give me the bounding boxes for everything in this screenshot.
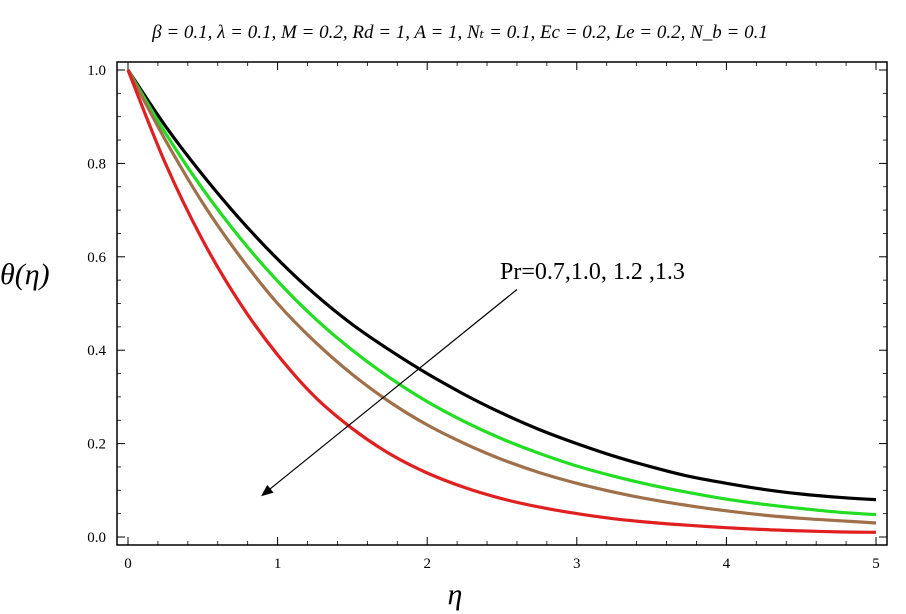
- chart-title: β = 0.1, λ = 0.1, M = 0.2, Rd = 1, A = 1…: [151, 22, 768, 43]
- plot-frame: [116, 61, 888, 546]
- series-line-3: [126, 69, 877, 525]
- y-tick-label: 1.0: [87, 63, 106, 79]
- tick-layer: 0 1 2 3 4 5 0.0 0.2 0.4 0.6 0.8 1.0: [87, 62, 887, 572]
- x-tick-label: 5: [872, 556, 880, 572]
- series-layer: [126, 69, 877, 534]
- y-tick-label: 0.0: [87, 530, 106, 546]
- series-line-4: [126, 69, 877, 534]
- series-line-2: [126, 69, 877, 517]
- y-axis-label: θ(η): [0, 258, 50, 291]
- x-tick-label: 2: [423, 556, 431, 572]
- y-tick-label: 0.6: [87, 250, 106, 266]
- x-tick-label: 0: [124, 556, 132, 572]
- x-tick-label: 4: [723, 556, 731, 572]
- x-tick-label: 1: [274, 556, 282, 572]
- y-tick-label: 0.2: [87, 437, 106, 453]
- x-tick-label: 3: [573, 556, 581, 572]
- annotation-layer: Pr=0.7,1.0, 1.2 ,1.3: [261, 259, 685, 497]
- series-line-1: [126, 69, 877, 502]
- y-tick-label: 0.4: [87, 343, 106, 359]
- x-axis-label: η: [448, 578, 463, 611]
- y-tick-label: 0.8: [87, 156, 106, 172]
- annotation-arrow: [261, 289, 518, 497]
- annotation-label: Pr=0.7,1.0, 1.2 ,1.3: [500, 259, 685, 285]
